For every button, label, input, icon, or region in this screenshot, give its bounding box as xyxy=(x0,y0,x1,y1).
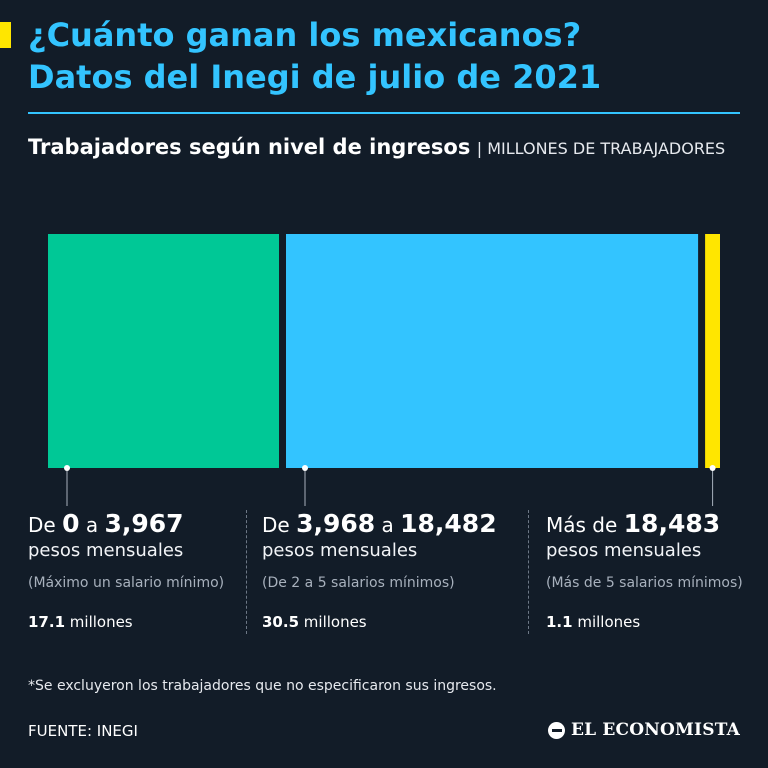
category-range: De 0 a 3,967 xyxy=(28,509,184,538)
category-value: 17.1 millones xyxy=(28,613,133,631)
connector-dot-1 xyxy=(64,465,70,471)
logo-text: EL ECONOMISTA xyxy=(570,720,740,740)
el-economista-logo: EL ECONOMISTA xyxy=(547,720,740,740)
range-to: 3,967 xyxy=(104,509,184,538)
category-range: De 3,968 a 18,482 xyxy=(262,509,497,538)
title-line-2: Datos del Inegi de julio de 2021 xyxy=(28,58,602,96)
category-unit: pesos mensuales xyxy=(28,540,184,561)
category-value: 30.5 millones xyxy=(262,613,367,631)
title-divider xyxy=(28,112,740,114)
connector-dot-2 xyxy=(302,465,308,471)
bar-segment-1 xyxy=(48,234,279,468)
source-label: FUENTE: INEGI xyxy=(28,722,138,740)
category-unit: pesos mensuales xyxy=(262,540,418,561)
title-accent-bar xyxy=(0,22,11,48)
category-note: (Máximo un salario mínimo) xyxy=(28,575,225,591)
category-note: (Más de 5 salarios mínimos) xyxy=(546,575,743,591)
category-mid: De 3,968 a 18,482 pesos mensuales (De 2 … xyxy=(262,510,502,633)
subtitle-unit: | MILLONES DE TRABAJADORES xyxy=(476,139,726,158)
category-note: (De 2 a 5 salarios mínimos) xyxy=(262,575,455,591)
category-unit: pesos mensuales xyxy=(546,540,702,561)
range-to: 18,482 xyxy=(400,509,497,538)
range-from: 18,483 xyxy=(623,509,721,538)
el-economista-logo-icon xyxy=(547,721,565,739)
connector-dot-3 xyxy=(709,465,716,471)
category-divider xyxy=(528,510,529,634)
income-bar-chart xyxy=(48,234,720,506)
category-divider xyxy=(246,510,247,634)
subtitle-main: Trabajadores según nivel de ingresos xyxy=(28,135,471,159)
range-from: 0 xyxy=(62,509,80,538)
chart-subtitle: Trabajadores según nivel de ingresos | M… xyxy=(28,130,728,166)
category-range: Más de 18,483 xyxy=(546,509,721,538)
bar-segment-2 xyxy=(286,234,699,468)
category-low: De 0 a 3,967 pesos mensuales (Máximo un … xyxy=(28,510,268,633)
title-line-1: ¿Cuánto ganan los mexicanos? xyxy=(28,16,582,54)
category-high: Más de 18,483 pesos mensuales (Más de 5 … xyxy=(546,510,746,633)
footnote: *Se excluyeron los trabajadores que no e… xyxy=(28,678,497,694)
chart-title: ¿Cuánto ganan los mexicanos? Datos del I… xyxy=(28,14,748,98)
bar-segment-3 xyxy=(705,234,720,468)
category-value: 1.1 millones xyxy=(546,613,641,631)
range-from: 3,968 xyxy=(296,509,376,538)
